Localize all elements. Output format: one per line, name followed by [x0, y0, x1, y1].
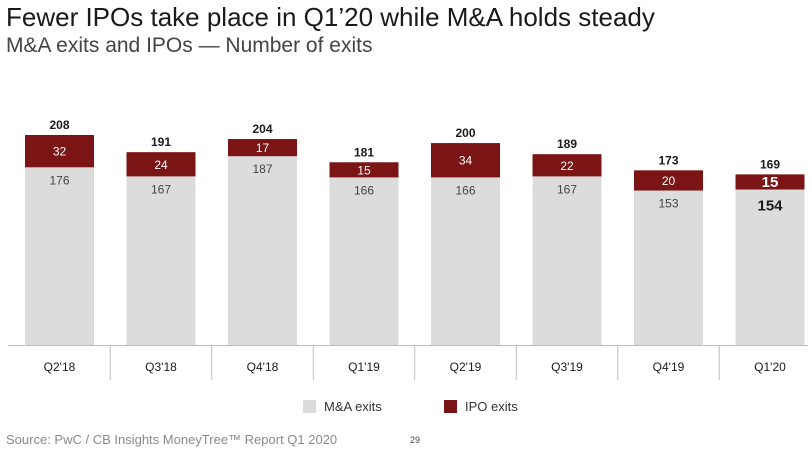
bar-ipo-exits: [25, 135, 94, 168]
chart-title: Fewer IPOs take place in Q1’20 while M&A…: [6, 2, 655, 32]
x-tick-label: Q3'19: [551, 360, 583, 374]
ma-value-label: 153: [658, 197, 678, 211]
x-tick-label: Q4'18: [247, 360, 279, 374]
bar-ma-exits: [431, 177, 500, 345]
legend-item-ma: M&A exits: [303, 399, 382, 414]
ma-value-label: 154: [757, 198, 783, 215]
ipo-value-label: 15: [762, 174, 779, 191]
total-value-label: 169: [760, 157, 780, 171]
total-value-label: 173: [658, 153, 678, 167]
legend-swatch-ipo: [444, 400, 457, 413]
ipo-value-label: 20: [662, 174, 676, 188]
source-note: Source: PwC / CB Insights MoneyTree™ Rep…: [6, 432, 338, 447]
total-value-label: 189: [557, 137, 577, 151]
ma-value-label: 167: [557, 182, 577, 196]
total-value-label: 200: [455, 126, 475, 140]
ipo-value-label: 17: [256, 141, 270, 155]
ipo-value-label: 24: [154, 158, 168, 172]
total-value-label: 204: [252, 122, 272, 136]
bar-ma-exits: [329, 177, 399, 345]
total-value-label: 191: [151, 135, 171, 149]
bar-ipo-exits: [126, 152, 196, 177]
ipo-value-label: 15: [357, 163, 371, 177]
x-tick-label: Q2'18: [44, 360, 76, 374]
total-value-label: 208: [49, 118, 69, 132]
ma-value-label: 176: [49, 173, 69, 187]
total-value-label: 181: [354, 145, 374, 159]
x-tick-label: Q2'19: [450, 360, 482, 374]
bar-ipo-exits: [735, 174, 805, 190]
bar-ma-exits: [532, 176, 602, 345]
ipo-value-label: 34: [459, 154, 473, 168]
bar-ipo-exits: [532, 154, 602, 177]
x-tick-label: Q1'19: [348, 360, 380, 374]
chart-subtitle: M&A exits and IPOs — Number of exits: [6, 34, 373, 57]
ma-value-label: 187: [252, 162, 272, 176]
bar-ma-exits: [126, 176, 196, 345]
legend-label-ma: M&A exits: [324, 399, 382, 414]
bar-ipo-exits: [634, 170, 703, 191]
bar-ipo-exits: [228, 139, 297, 157]
legend-item-ipo: IPO exits: [444, 399, 518, 414]
bar-ma-exits: [228, 156, 297, 345]
ma-value-label: 167: [151, 182, 171, 196]
ipo-value-label: 22: [560, 159, 574, 173]
ipo-value-label: 32: [53, 145, 67, 159]
bar-ipo-exits: [431, 143, 500, 178]
bar-ma-exits: [25, 167, 94, 345]
page-number: 29: [410, 435, 421, 445]
x-tick-label: Q4'19: [653, 360, 685, 374]
x-tick-label: Q3'18: [145, 360, 177, 374]
x-tick-label: Q1'20: [754, 360, 786, 374]
ma-value-label: 166: [455, 183, 475, 197]
legend-swatch-ma: [303, 400, 316, 413]
bar-ma-exits: [634, 190, 703, 345]
ma-value-label: 166: [354, 183, 374, 197]
legend-label-ipo: IPO exits: [465, 399, 518, 414]
bar-ipo-exits: [329, 162, 399, 178]
bar-ma-exits: [735, 189, 805, 345]
